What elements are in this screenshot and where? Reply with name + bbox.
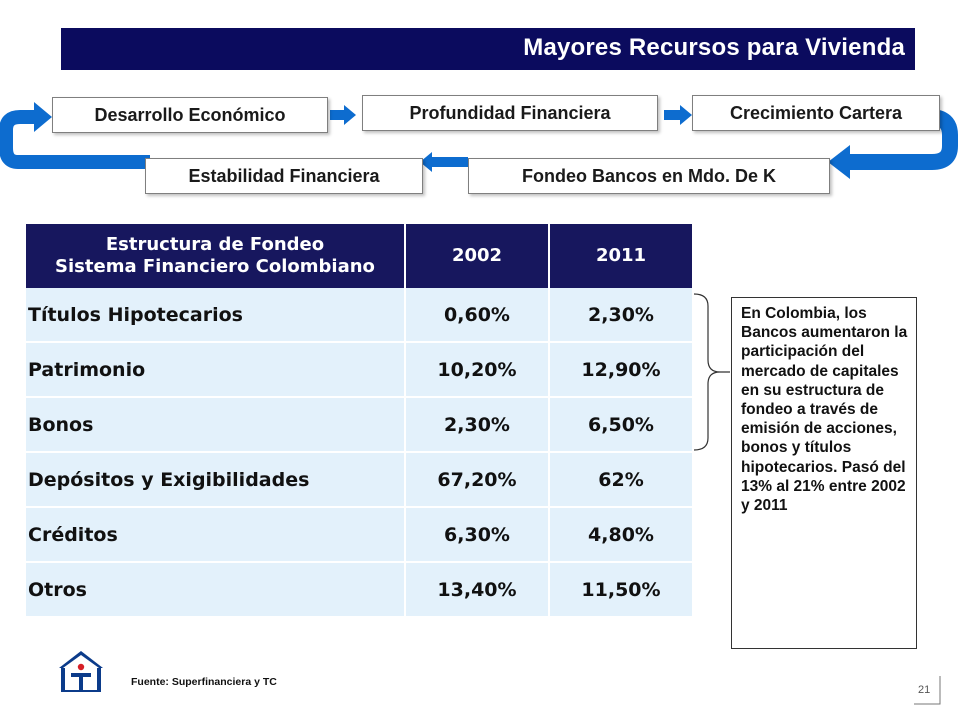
arrow2-head bbox=[680, 105, 692, 125]
row-label: Depósitos y Exigibilidades bbox=[26, 453, 406, 508]
row-value-2002: 0,60% bbox=[406, 288, 550, 343]
funding-structure-table: Estructura de Fondeo Sistema Financiero … bbox=[26, 224, 694, 618]
header-line-1: Estructura de Fondeo bbox=[105, 234, 325, 255]
arrow3-head bbox=[420, 152, 432, 172]
arrow1-shaft bbox=[330, 110, 344, 120]
right-loop-arrowhead bbox=[828, 145, 850, 179]
row-value-2002: 67,20% bbox=[406, 453, 550, 508]
row-value-2002: 6,30% bbox=[406, 508, 550, 563]
arrow1-head bbox=[344, 105, 356, 125]
flow-label-estabilidad: Estabilidad Financiera bbox=[188, 165, 380, 186]
title-bar: Mayores Recursos para Vivienda bbox=[61, 28, 915, 70]
row-label: Patrimonio bbox=[26, 343, 406, 398]
table-row: Otros 13,40% 11,50% bbox=[26, 563, 694, 618]
row-label: Créditos bbox=[26, 508, 406, 563]
brace-connector bbox=[693, 293, 730, 451]
table-row: Bonos 2,30% 6,50% bbox=[26, 398, 694, 453]
note-box: En Colombia, los Bancos aumentaron la pa… bbox=[731, 297, 917, 649]
flow-box-estabilidad: Estabilidad Financiera bbox=[145, 158, 423, 194]
left-loop-arrowhead bbox=[34, 102, 52, 132]
page-number: 21 bbox=[918, 684, 931, 696]
row-value-2011: 6,50% bbox=[550, 398, 694, 453]
source-note: Fuente: Superfinanciera y TC bbox=[131, 676, 277, 688]
header-line-2: Sistema Financiero Colombiano bbox=[55, 256, 375, 277]
page-title: Mayores Recursos para Vivienda bbox=[523, 34, 905, 61]
row-value-2011: 2,30% bbox=[550, 288, 694, 343]
row-value-2011: 12,90% bbox=[550, 343, 694, 398]
row-value-2011: 4,80% bbox=[550, 508, 694, 563]
flow-box-fondeo: Fondeo Bancos en Mdo. De K bbox=[468, 158, 830, 194]
flow-box-profundidad: Profundidad Financiera bbox=[362, 95, 658, 131]
row-label: Otros bbox=[26, 563, 406, 618]
flow-label-fondeo: Fondeo Bancos en Mdo. De K bbox=[521, 165, 776, 186]
row-value-2002: 10,20% bbox=[406, 343, 550, 398]
table-row: Depósitos y Exigibilidades 67,20% 62% bbox=[26, 453, 694, 508]
arrow2-shaft bbox=[664, 110, 680, 120]
page-number-frame bbox=[914, 676, 941, 705]
row-value-2011: 62% bbox=[550, 453, 694, 508]
table-header-2002: 2002 bbox=[406, 224, 550, 288]
flow-label-profundidad: Profundidad Financiera bbox=[409, 102, 611, 123]
row-value-2002: 13,40% bbox=[406, 563, 550, 618]
table-header-row: Estructura de Fondeo Sistema Financiero … bbox=[26, 224, 694, 288]
table-row: Títulos Hipotecarios 0,60% 2,30% bbox=[26, 288, 694, 343]
left-loop-arrow-path bbox=[0, 110, 150, 169]
flow-box-desarrollo: Desarrollo Económico bbox=[52, 97, 328, 133]
table-row: Patrimonio 10,20% 12,90% bbox=[26, 343, 694, 398]
flow-label-crecimiento: Crecimiento Cartera bbox=[729, 102, 903, 123]
flow-label-desarrollo: Desarrollo Económico bbox=[94, 104, 286, 125]
table-row: Créditos 6,30% 4,80% bbox=[26, 508, 694, 563]
row-label: Bonos bbox=[26, 398, 406, 453]
row-value-2011: 11,50% bbox=[550, 563, 694, 618]
logo-icon bbox=[59, 651, 103, 692]
table-header-structure: Estructura de Fondeo Sistema Financiero … bbox=[26, 224, 406, 288]
row-label: Títulos Hipotecarios bbox=[26, 288, 406, 343]
table-header-2011: 2011 bbox=[550, 224, 694, 288]
arrow3-shaft bbox=[432, 157, 468, 167]
flow-box-crecimiento: Crecimiento Cartera bbox=[692, 95, 940, 131]
row-value-2002: 2,30% bbox=[406, 398, 550, 453]
